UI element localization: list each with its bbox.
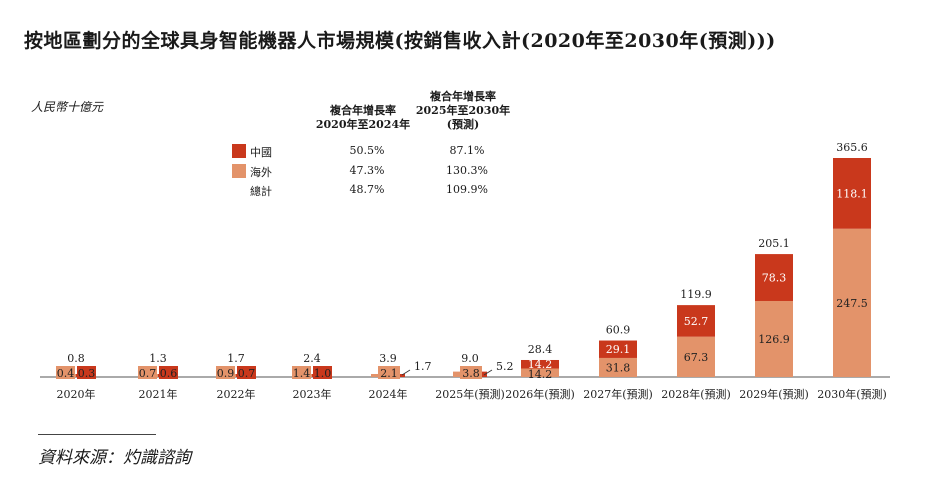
bar-segment-overseas	[599, 357, 637, 377]
bar-total-label: 3.9	[379, 352, 397, 365]
bar-value-china: 78.3	[762, 272, 787, 285]
bar-segment-china	[833, 158, 871, 229]
bar-value-china: 118.1	[836, 187, 868, 200]
cagr-value: 87.1%	[449, 144, 485, 157]
bar-value-overseas: 247.5	[836, 297, 868, 310]
bar-total-label: 205.1	[758, 237, 790, 250]
bar-value-overseas: 31.8	[606, 361, 631, 374]
bar-value-china: 0.6	[160, 367, 178, 380]
bar-value-china: 14.2	[528, 358, 553, 371]
x-tick-label: 2025年(預測)	[435, 387, 505, 401]
bar-value-overseas: 2.1	[380, 367, 398, 380]
legend-label: 海外	[250, 166, 272, 179]
x-tick-label: 2026年(預測)	[505, 387, 575, 401]
bar-value-china: 0.3	[78, 367, 96, 380]
cagr-header-line: (預測)	[446, 118, 480, 131]
x-tick-label: 2030年(預測)	[817, 387, 887, 401]
bar-label-box-overseas	[460, 366, 482, 379]
bar-label-box-overseas	[138, 366, 157, 379]
bar-total-label: 119.9	[680, 288, 712, 301]
bar-value-china: 5.2	[496, 360, 514, 373]
source-note: 資料來源：灼識諮詢	[38, 448, 191, 468]
x-tick-label: 2024年	[369, 387, 408, 401]
legend-swatch-overseas	[232, 164, 246, 178]
bar-label-box-overseas	[216, 366, 235, 379]
legend-label: 中國	[250, 146, 272, 159]
bar-value-china: 1.0	[314, 367, 332, 380]
bar-total-label: 0.8	[67, 352, 85, 365]
bar-total-label: 2.4	[303, 352, 321, 365]
bar-value-overseas: 0.9	[217, 367, 235, 380]
cagr-header-line: 複合年增長率	[330, 104, 396, 117]
x-tick-label: 2027年(預測)	[583, 387, 653, 401]
bar-segment-overseas	[755, 300, 793, 377]
cagr-header-2025-2030: 複合年增長率 2025年至2030年 (預測)	[408, 90, 518, 132]
bar-value-china: 0.7	[238, 367, 256, 380]
bar-total-label: 60.9	[606, 324, 631, 337]
leader-line	[401, 369, 411, 376]
bar-total-label: 1.3	[149, 352, 167, 365]
bar-value-overseas: 0.7	[139, 367, 157, 380]
legend-swatch-china	[232, 144, 246, 158]
cagr-header-line: 2020年至2024年	[315, 118, 411, 131]
bar-total-label: 9.0	[461, 352, 479, 365]
x-tick-label: 2029年(預測)	[739, 387, 809, 401]
x-tick-label: 2028年(預測)	[661, 387, 731, 401]
bar-value-overseas: 126.9	[758, 333, 790, 346]
bar-value-overseas: 3.8	[462, 367, 480, 380]
bar-label-box-overseas	[378, 366, 400, 379]
bar-segment-overseas	[833, 228, 871, 377]
x-tick-label: 2023年	[293, 387, 332, 401]
bar-label-box-overseas	[56, 366, 75, 379]
bar-label-box-china	[237, 366, 256, 379]
bar-total-label: 28.4	[528, 343, 553, 356]
cagr-value: 47.3%	[349, 164, 385, 177]
cagr-value: 50.5%	[349, 144, 385, 157]
y-unit-label: 人民幣十億元	[31, 100, 104, 114]
bar-value-china: 52.7	[684, 315, 709, 328]
bar-label-box-china	[77, 366, 96, 379]
bar-label-box-overseas	[292, 366, 311, 379]
bar-segment-china	[599, 340, 637, 358]
bar-segment-overseas	[521, 368, 559, 377]
chart-title: 按地區劃分的全球具身智能機器人市場規模(按銷售收入計(2020年至2030年(預…	[24, 30, 776, 52]
bar-value-overseas: 1.4	[293, 367, 311, 380]
bar-segment-china	[755, 254, 793, 301]
bar-label-box-china	[159, 366, 178, 379]
bar-value-overseas: 0.4	[57, 367, 75, 380]
bar-total-label: 365.6	[836, 141, 868, 154]
bar-value-overseas: 67.3	[684, 351, 709, 364]
bar-value-overseas: 14.2	[528, 368, 553, 381]
bar-segment-overseas	[677, 336, 715, 377]
x-tick-label: 2022年	[217, 387, 256, 401]
legend-label: 總計	[250, 185, 272, 198]
cagr-header-line: 2025年至2030年	[415, 104, 511, 117]
bar-label-box-china	[313, 366, 332, 379]
cagr-value: 48.7%	[349, 183, 385, 196]
bar-value-china: 29.1	[606, 343, 631, 356]
cagr-header-2020-2024: 複合年增長率 2020年至2024年	[308, 104, 418, 132]
bar-total-label: 1.7	[227, 352, 245, 365]
leader-line	[483, 369, 493, 376]
bar-segment-china	[677, 305, 715, 337]
cagr-header-line: 複合年增長率	[430, 90, 496, 103]
x-tick-label: 2020年	[57, 387, 96, 401]
x-tick-label: 2021年	[139, 387, 178, 401]
cagr-value: 109.9%	[446, 183, 488, 196]
source-divider	[38, 434, 156, 435]
bar-segment-china	[521, 359, 559, 369]
cagr-value: 130.3%	[446, 164, 488, 177]
bar-value-china: 1.7	[414, 360, 432, 373]
